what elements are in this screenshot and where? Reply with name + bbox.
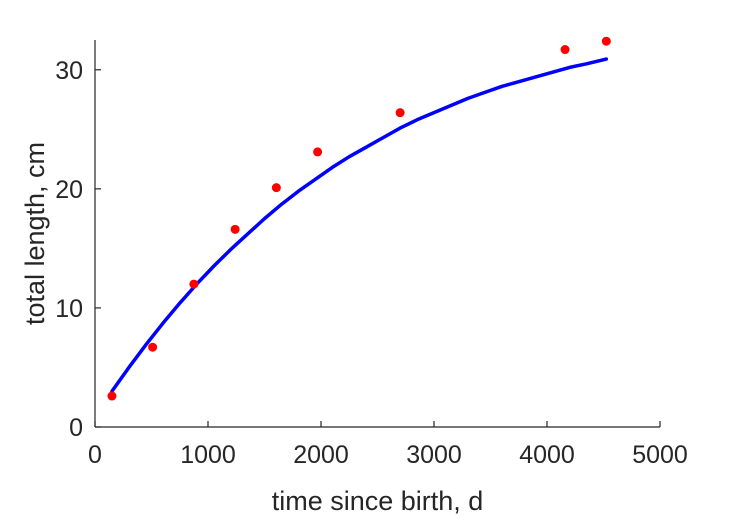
data-point	[230, 224, 240, 234]
x-tick-label: 2000	[293, 441, 349, 469]
data-point	[271, 183, 281, 193]
y-tick-label: 10	[55, 295, 83, 323]
x-tick-label: 4000	[519, 441, 575, 469]
x-tick-label: 1000	[180, 441, 236, 469]
data-point	[189, 279, 199, 289]
data-point	[313, 147, 323, 157]
data-point	[107, 391, 117, 401]
axes: 0 1000 2000 3000 4000 5000 0 10 20 30	[55, 40, 688, 469]
y-tick-label: 30	[55, 57, 83, 85]
fit-curve	[110, 57, 609, 394]
x-tick-label: 3000	[406, 441, 462, 469]
data-point	[395, 108, 405, 118]
x-axis-label: time since birth, d	[272, 486, 484, 516]
x-ticks: 0 1000 2000 3000 4000 5000	[88, 421, 688, 469]
x-tick-label: 0	[88, 441, 102, 469]
y-tick-label: 0	[69, 414, 83, 442]
data-point	[601, 36, 611, 46]
y-axis-label: total length, cm	[20, 142, 50, 325]
y-ticks: 0 10 20 30	[55, 57, 101, 442]
data-point	[148, 342, 158, 352]
y-tick-label: 20	[55, 176, 83, 204]
plot-area	[107, 36, 611, 401]
x-tick-label: 5000	[632, 441, 688, 469]
data-point	[560, 45, 570, 55]
